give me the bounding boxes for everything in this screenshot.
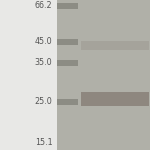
Bar <box>57 3 78 9</box>
Text: 35.0: 35.0 <box>35 58 52 68</box>
Bar <box>57 0 150 150</box>
Bar <box>0 0 57 150</box>
Bar <box>57 99 78 105</box>
Bar <box>57 60 78 66</box>
Text: 25.0: 25.0 <box>35 98 52 106</box>
Text: 66.2: 66.2 <box>35 2 52 10</box>
Text: 45.0: 45.0 <box>35 38 52 46</box>
Bar <box>81 92 148 106</box>
Text: 15.1: 15.1 <box>35 138 52 147</box>
Bar <box>57 39 78 45</box>
Bar <box>81 40 148 50</box>
